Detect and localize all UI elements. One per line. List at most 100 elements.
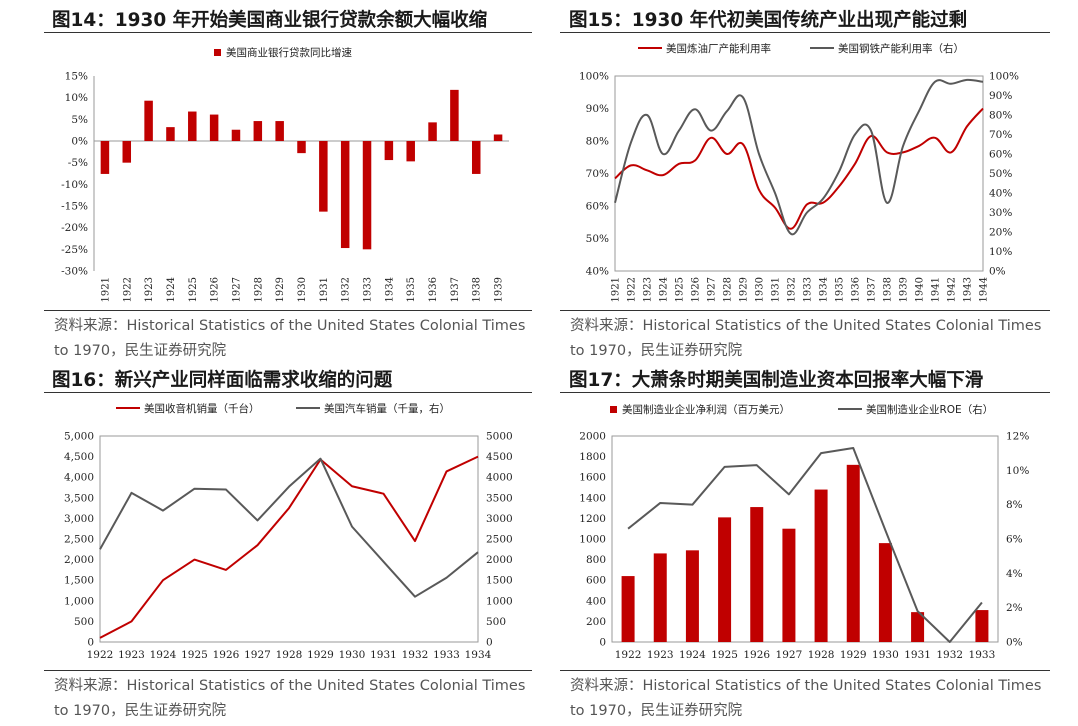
x-tick-label: 1931: [771, 277, 782, 302]
x-tick-label: 1925: [675, 277, 686, 302]
panel-14-source: 资料来源：Historical Statistics of the United…: [54, 318, 526, 359]
panel-14-title: 图14：1930 年开始美国商业银行贷款余额大幅收缩: [52, 10, 488, 31]
legend-net-profit-label: 美国制造业企业净利润（百万美元）: [622, 403, 790, 416]
x-tick-label: 1939: [899, 277, 910, 302]
x-tick-label: 1933: [363, 277, 374, 302]
x-tick-label: 1923: [643, 277, 654, 302]
x-tick-label: 1926: [210, 277, 221, 302]
y-right-tick-label: 12%: [1006, 431, 1029, 443]
x-tick-label: 1927: [707, 277, 718, 302]
bar: [975, 610, 989, 642]
x-tick-label: 1922: [615, 649, 642, 661]
y-right-tick-label: 0%: [989, 266, 1006, 278]
y-left-tick-label: 3,500: [64, 492, 94, 504]
legend-auto-label: 美国汽车销量（千量，右）: [324, 402, 450, 415]
x-tick-label: 1928: [723, 277, 734, 302]
bar: [188, 111, 197, 141]
x-tick-label: 1923: [144, 277, 155, 302]
x-tick-label: 1925: [188, 277, 199, 302]
x-tick-label: 1924: [679, 649, 706, 661]
y-right-tick-label: 2%: [1006, 602, 1023, 614]
x-tick-label: 1931: [319, 277, 330, 302]
y-left-tick-label: 1200: [579, 513, 606, 525]
panel-17-source: 资料来源：Historical Statistics of the United…: [570, 678, 1042, 719]
y-tick-label: -25%: [61, 244, 88, 256]
x-tick-label: 1935: [406, 277, 417, 302]
panel-16-title: 图16：新兴产业同样面临需求收缩的问题: [52, 370, 393, 391]
y-left-tick-label: 1800: [579, 451, 606, 463]
y-left-tick-label: 60%: [586, 201, 609, 213]
bar: [362, 141, 372, 250]
y-left-tick-label: 50%: [586, 233, 609, 245]
x-tick-label: 1929: [307, 649, 334, 661]
x-tick-label: 1933: [803, 277, 814, 302]
y-right-tick-label: 80%: [989, 110, 1012, 122]
y-right-tick-label: 500: [486, 616, 506, 628]
y-right-tick-label: 5000: [486, 431, 513, 443]
y-left-tick-label: 800: [586, 554, 606, 566]
bar: [166, 127, 175, 141]
bar: [750, 507, 764, 642]
y-right-tick-label: 4000: [486, 472, 513, 484]
bar: [846, 464, 860, 642]
y-right-tick-label: 10%: [1006, 465, 1029, 477]
bar: [782, 528, 796, 642]
x-tick-label: 1933: [969, 649, 996, 661]
x-tick-label: 1924: [659, 277, 670, 302]
y-left-tick-label: 600: [586, 575, 606, 587]
x-tick-label: 1932: [341, 277, 352, 302]
panel-17-title-rule: [560, 392, 1050, 393]
x-tick-label: 1924: [150, 649, 177, 661]
y-right-tick-label: 40%: [989, 188, 1012, 200]
y-right-tick-label: 3000: [486, 513, 513, 525]
y-left-tick-label: 2,000: [64, 554, 94, 566]
series-line-refinery: [614, 107, 984, 230]
y-tick-label: 5%: [71, 114, 88, 126]
y-left-tick-label: 1400: [579, 492, 606, 504]
y-left-tick-label: 100%: [579, 71, 609, 83]
y-right-tick-label: 4%: [1006, 568, 1023, 580]
x-tick-label: 1930: [297, 277, 308, 302]
y-left-tick-label: 1,500: [64, 575, 94, 587]
x-tick-label: 1937: [867, 277, 878, 302]
bar: [406, 141, 415, 162]
panel-16-source-rule: [44, 670, 532, 671]
x-tick-label: 1929: [840, 649, 867, 661]
y-left-tick-label: 3,000: [64, 513, 94, 525]
y-left-tick-label: 90%: [586, 103, 609, 115]
x-tick-label: 1928: [276, 649, 303, 661]
y-left-tick-label: 1,000: [64, 595, 94, 607]
bar: [718, 517, 732, 642]
x-tick-label: 1942: [947, 277, 958, 302]
x-tick-label: 1922: [87, 649, 114, 661]
panel-14-title-rule: [44, 32, 532, 33]
y-tick-label: -5%: [68, 157, 88, 169]
series-line-roe: [627, 447, 983, 643]
y-right-tick-label: 50%: [989, 168, 1012, 180]
legend-radio-label: 美国收音机销量（千台）: [144, 402, 260, 415]
bar: [814, 489, 828, 642]
x-tick-label: 1930: [339, 649, 366, 661]
legend-roe-label: 美国制造业企业ROE（右）: [866, 403, 993, 416]
y-right-tick-label: 70%: [989, 129, 1012, 141]
y-right-tick-label: 100%: [989, 71, 1019, 83]
y-tick-label: -10%: [61, 179, 88, 191]
bar: [471, 141, 481, 174]
y-right-tick-label: 6%: [1006, 534, 1023, 546]
panel-15-source-rule: [560, 310, 1050, 311]
bar: [493, 134, 503, 141]
y-right-tick-label: 60%: [989, 149, 1012, 161]
x-tick-label: 1933: [433, 649, 460, 661]
y-tick-label: 0%: [71, 136, 88, 148]
chart-17-manufacturing-profit-roe: 美国制造业企业净利润（百万美元） 美国制造业企业ROE（右） 0 200 400 600 8…: [579, 403, 1029, 661]
plot-frame: [614, 75, 984, 272]
x-tick-label: 1927: [776, 649, 803, 661]
panel-15-title-rule: [560, 32, 1050, 33]
bar: [685, 550, 699, 642]
bar: [100, 141, 110, 174]
x-tick-label: 1937: [450, 277, 461, 302]
bar: [878, 543, 892, 642]
x-tick-label: 1934: [384, 277, 395, 302]
y-right-tick-label: 30%: [989, 207, 1012, 219]
panel-16-title-rule: [44, 392, 532, 393]
